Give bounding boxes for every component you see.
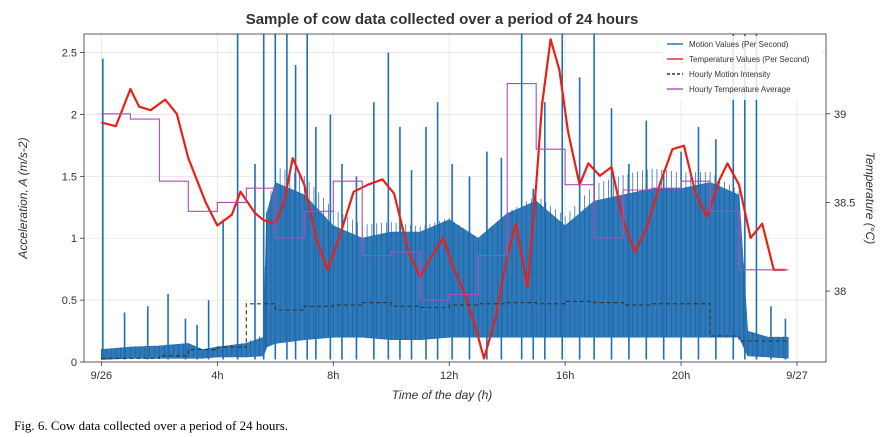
figure-caption: Fig. 6. Cow data collected over a period…: [14, 418, 289, 433]
y-axis-right: 38 38.5 39: [826, 109, 855, 298]
series-layer: [101, 34, 789, 360]
y-left-tick-label: 1.5: [62, 171, 77, 183]
chart-title: Sample of cow data collected over a peri…: [246, 11, 639, 28]
y-right-tick-label: 38.5: [834, 197, 855, 209]
x-tick-label: 4h: [211, 370, 223, 382]
legend: Motion Values (Per Second) Temperature Va…: [661, 36, 821, 100]
y-axis-left-label: Acceleration, A (m/s-2): [16, 137, 30, 259]
legend-label: Hourly Motion Intensity: [689, 70, 770, 79]
hourly-temperature-average-step: [101, 83, 789, 301]
y-left-tick-label: 2: [71, 109, 77, 121]
y-axis-right-label: Temperature (°C): [863, 152, 877, 244]
y-left-tick-label: 0: [71, 357, 77, 369]
x-tick-label: 9/27: [786, 370, 807, 382]
y-right-tick-label: 38: [834, 286, 846, 298]
x-axis: 9/26 4h 8h 12h 16h 20h 9/27: [91, 362, 808, 382]
legend-label: Motion Values (Per Second): [689, 40, 789, 49]
y-left-tick-label: 1: [71, 233, 77, 245]
plot-frame: [83, 33, 827, 363]
x-tick-label: 20h: [672, 370, 690, 382]
x-tick-label: 9/26: [91, 370, 112, 382]
hourly-motion-intensity-step: [101, 300, 789, 359]
x-tick-label: 8h: [327, 370, 339, 382]
y-right-tick-label: 39: [834, 109, 846, 121]
legend-label: Temperature Values (Per Second): [689, 55, 810, 64]
y-left-tick-label: 2.5: [62, 48, 77, 60]
motion-values-per-second-spikes: [102, 34, 787, 360]
legend-label: Hourly Temperature Average: [689, 85, 791, 94]
x-axis-label: Time of the day (h): [392, 388, 493, 402]
x-tick-label: 12h: [440, 370, 458, 382]
legend-box: [661, 36, 821, 100]
y-axis-left: 0 0.5 1 1.5 2 2.5: [62, 48, 84, 369]
y-left-tick-label: 0.5: [62, 295, 77, 307]
temperature-values-per-second-line: [101, 38, 786, 360]
x-tick-label: 16h: [556, 370, 574, 382]
